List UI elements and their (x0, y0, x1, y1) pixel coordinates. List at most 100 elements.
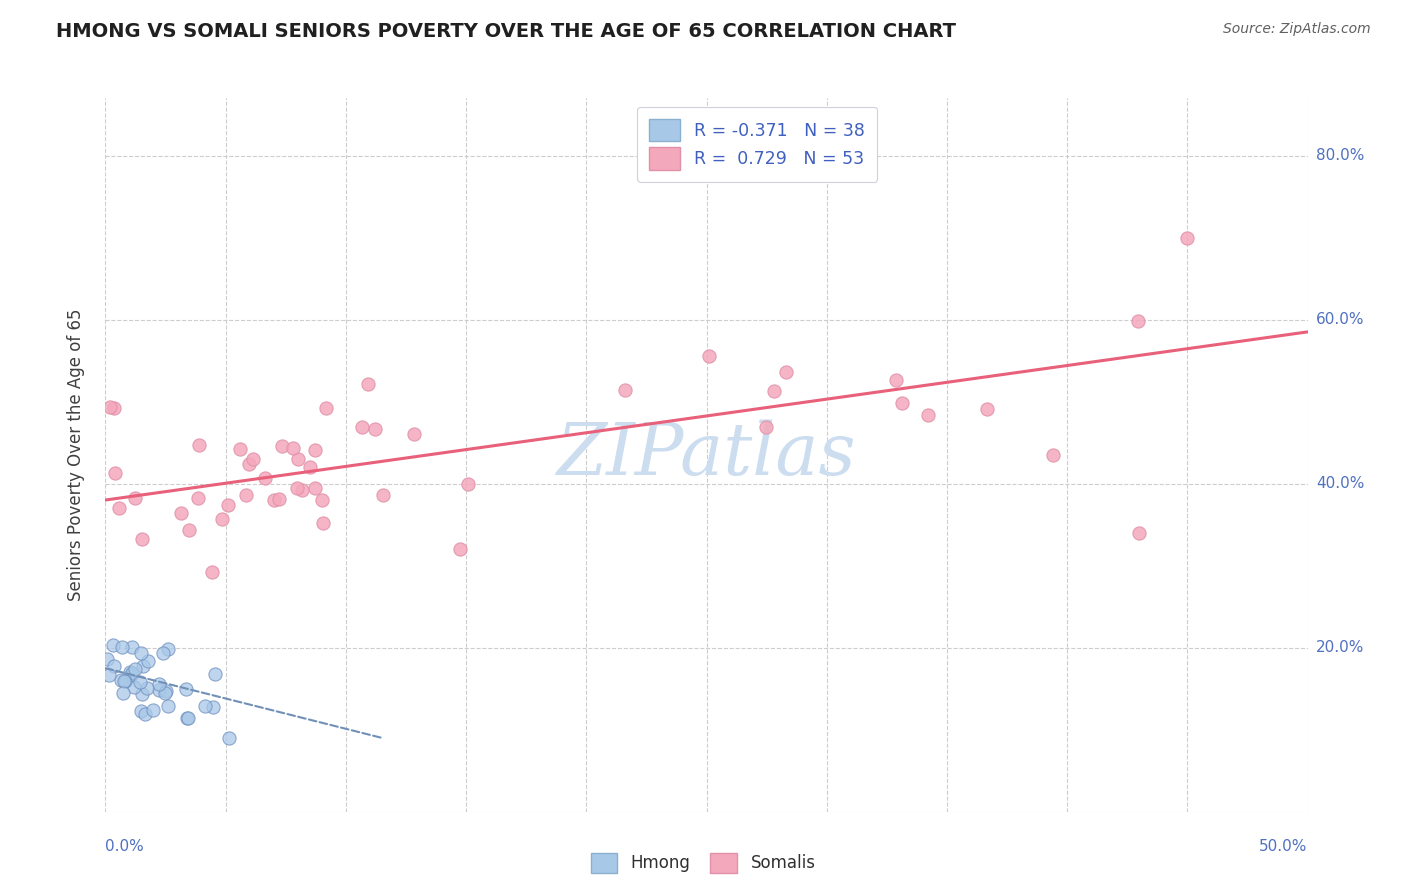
Point (763, 384, 786, 398)
Point (194, 698, 217, 713)
Point (110, 640, 132, 654)
Text: 0.0%: 0.0% (105, 839, 145, 855)
Point (120, 668, 142, 682)
Point (457, 477, 479, 491)
Point (201, 565, 224, 579)
Point (285, 482, 308, 496)
Point (614, 383, 637, 397)
Point (1042, 448, 1064, 462)
Point (287, 452, 309, 467)
Point (304, 443, 326, 458)
Point (134, 707, 156, 722)
Text: HMONG VS SOMALI SENIORS POVERTY OVER THE AGE OF 65 CORRELATION CHART: HMONG VS SOMALI SENIORS POVERTY OVER THE… (56, 22, 956, 41)
Point (131, 687, 153, 701)
Point (281, 442, 304, 456)
Point (131, 532, 153, 546)
Text: 80.0%: 80.0% (1316, 148, 1364, 163)
Point (120, 665, 142, 680)
Text: Source: ZipAtlas.com: Source: ZipAtlas.com (1223, 22, 1371, 37)
Point (103, 659, 125, 673)
Point (270, 440, 292, 454)
Point (350, 420, 373, 434)
Point (235, 488, 257, 502)
Point (775, 365, 797, 379)
Point (228, 442, 250, 457)
Point (155, 684, 177, 698)
Point (304, 481, 326, 495)
Point (263, 493, 285, 508)
Y-axis label: Seniors Poverty Over the Age of 65: Seniors Poverty Over the Age of 65 (66, 309, 84, 601)
Point (112, 674, 135, 689)
Point (153, 686, 176, 700)
Point (174, 681, 197, 696)
Point (298, 460, 321, 475)
Point (1128, 314, 1150, 328)
Point (267, 492, 290, 507)
Point (187, 491, 209, 505)
Point (112, 686, 135, 700)
Point (157, 698, 180, 713)
Point (110, 673, 132, 687)
Point (176, 710, 198, 724)
Text: 50.0%: 50.0% (1260, 839, 1308, 855)
Text: 40.0%: 40.0% (1316, 476, 1364, 491)
Point (136, 654, 159, 668)
Point (98, 668, 121, 682)
Point (238, 457, 260, 471)
Point (179, 523, 201, 537)
Point (107, 500, 129, 515)
Point (891, 396, 914, 410)
Point (114, 674, 136, 689)
Point (242, 452, 264, 467)
Point (291, 483, 314, 497)
Point (98, 400, 121, 414)
Point (96, 651, 118, 665)
Point (170, 506, 193, 520)
Point (697, 349, 720, 363)
Point (364, 422, 387, 436)
Point (755, 420, 778, 434)
Point (135, 681, 157, 695)
Point (148, 682, 170, 697)
Point (122, 681, 145, 695)
Point (402, 427, 425, 442)
Point (254, 471, 277, 485)
Point (121, 665, 143, 680)
Point (884, 373, 907, 387)
Point (211, 512, 233, 526)
Point (156, 641, 179, 656)
Point (204, 666, 226, 681)
Point (357, 377, 380, 392)
Point (312, 516, 335, 530)
Point (152, 647, 174, 661)
Point (217, 498, 239, 512)
Point (129, 646, 152, 660)
Point (201, 699, 224, 714)
Point (218, 731, 240, 745)
Point (311, 493, 333, 508)
Legend: Hmong, Somalis: Hmong, Somalis (583, 847, 823, 880)
Point (1175, 230, 1198, 244)
Point (142, 703, 165, 717)
Point (315, 401, 337, 416)
Point (371, 488, 394, 502)
Point (124, 491, 146, 506)
Point (132, 658, 155, 673)
Point (976, 402, 998, 417)
Point (104, 466, 127, 480)
Point (131, 704, 153, 718)
Text: 20.0%: 20.0% (1316, 640, 1364, 656)
Text: 60.0%: 60.0% (1316, 312, 1364, 327)
Point (124, 662, 146, 676)
Point (177, 710, 200, 724)
Point (188, 438, 211, 452)
Point (128, 674, 150, 689)
Legend: R = -0.371   N = 38, R =  0.729   N = 53: R = -0.371 N = 38, R = 0.729 N = 53 (637, 107, 877, 182)
Point (103, 401, 125, 415)
Point (121, 640, 143, 654)
Text: ZIPatlas: ZIPatlas (557, 419, 856, 491)
Point (148, 677, 170, 691)
Point (917, 408, 939, 422)
Point (1128, 525, 1150, 540)
Point (101, 638, 124, 652)
